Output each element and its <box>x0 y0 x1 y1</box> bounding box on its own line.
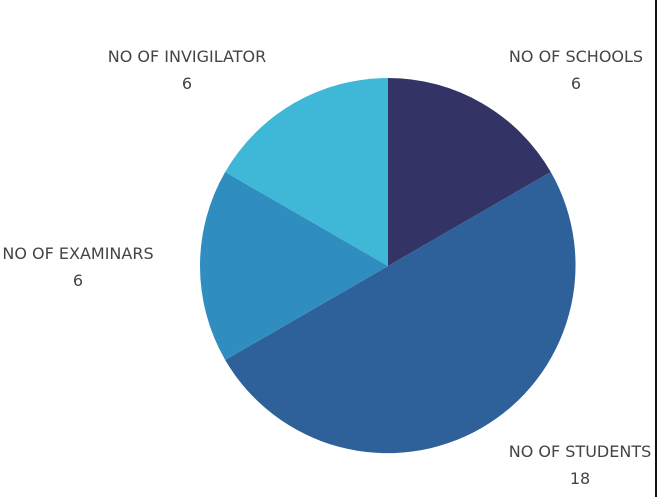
pie-labels: NO OF SCHOOLS 6 NO OF STUDENTS 18 NO OF EXAM… <box>2 47 651 488</box>
slice-value-label: 6 <box>571 74 581 93</box>
slice-label: NO OF STUDENTS <box>509 442 652 461</box>
pie-slice-no-of-examinars[interactable] <box>200 172 388 360</box>
slice-value-label: 6 <box>182 74 192 93</box>
slice-value-label: 6 <box>73 271 83 290</box>
slice-label: NO OF INVIGILATOR <box>108 47 266 66</box>
pie-slices <box>200 78 576 454</box>
right-border <box>655 0 657 497</box>
pie-slice-no-of-invigilator[interactable] <box>225 78 388 266</box>
slice-label: NO OF SCHOOLS <box>509 47 643 66</box>
slice-label: NO OF EXAMINARS <box>2 244 153 263</box>
pie-slice-no-of-students[interactable] <box>225 172 576 454</box>
slice-value-label: 18 <box>570 469 590 488</box>
pie-slice-no-of-schools[interactable] <box>388 78 551 266</box>
